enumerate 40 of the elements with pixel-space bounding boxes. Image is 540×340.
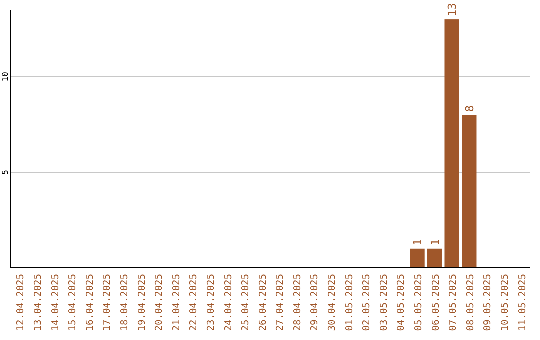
- x-tick-label: 12.04.2025: [16, 274, 27, 332]
- x-tick-label: 21.04.2025: [171, 274, 182, 332]
- x-tick-label: 14.04.2025: [50, 274, 62, 332]
- y-tick-label: 10: [1, 72, 10, 82]
- x-tick-label: 22.04.2025: [188, 274, 200, 332]
- x-tick-label: 05.05.2025: [414, 274, 424, 332]
- x-tick-label: 15.04.2025: [68, 274, 79, 332]
- y-tick-label: 5: [1, 170, 10, 175]
- x-tick-label: 17.04.2025: [102, 274, 114, 332]
- bar: [444, 20, 460, 268]
- x-tick-label: 29.04.2025: [310, 274, 321, 332]
- x-tick-label: 20.04.2025: [154, 274, 166, 332]
- x-tick-label: 13.04.2025: [33, 274, 44, 332]
- x-tick-label: 09.05.2025: [482, 274, 494, 332]
- x-tick-label: 04.05.2025: [396, 274, 408, 332]
- x-tick-label: 10.05.2025: [500, 274, 511, 332]
- x-tick-label: 26.04.2025: [258, 274, 269, 332]
- data-label: 8: [463, 105, 476, 112]
- x-tick-label: 19.04.2025: [136, 274, 148, 332]
- x-tick-label: 24.04.2025: [223, 274, 234, 332]
- x-tick-label: 08.05.2025: [465, 274, 476, 332]
- x-tick-label: 11.05.2025: [517, 274, 528, 332]
- x-tick-label: 07.05.2025: [448, 274, 460, 332]
- x-tick-label: 30.04.2025: [327, 274, 338, 332]
- x-tick-label: 01.05.2025: [344, 274, 356, 332]
- data-label: 1: [428, 239, 442, 246]
- x-tick-label: 28.04.2025: [292, 274, 304, 332]
- x-tick-label: 27.04.2025: [275, 274, 286, 332]
- x-tick-label: 03.05.2025: [378, 274, 390, 332]
- bar: [462, 115, 477, 268]
- bar: [410, 248, 425, 268]
- x-tick-label: 23.04.2025: [206, 274, 217, 332]
- x-tick-label: 25.04.2025: [240, 274, 252, 332]
- x-tick-label: 18.04.2025: [120, 274, 130, 332]
- bar: [427, 248, 442, 268]
- data-label: 1: [412, 239, 424, 246]
- x-tick-label: 02.05.2025: [362, 274, 373, 332]
- x-tick-label: 16.04.2025: [84, 274, 96, 332]
- data-label: 13: [446, 3, 460, 17]
- x-tick-label: 06.05.2025: [430, 274, 442, 332]
